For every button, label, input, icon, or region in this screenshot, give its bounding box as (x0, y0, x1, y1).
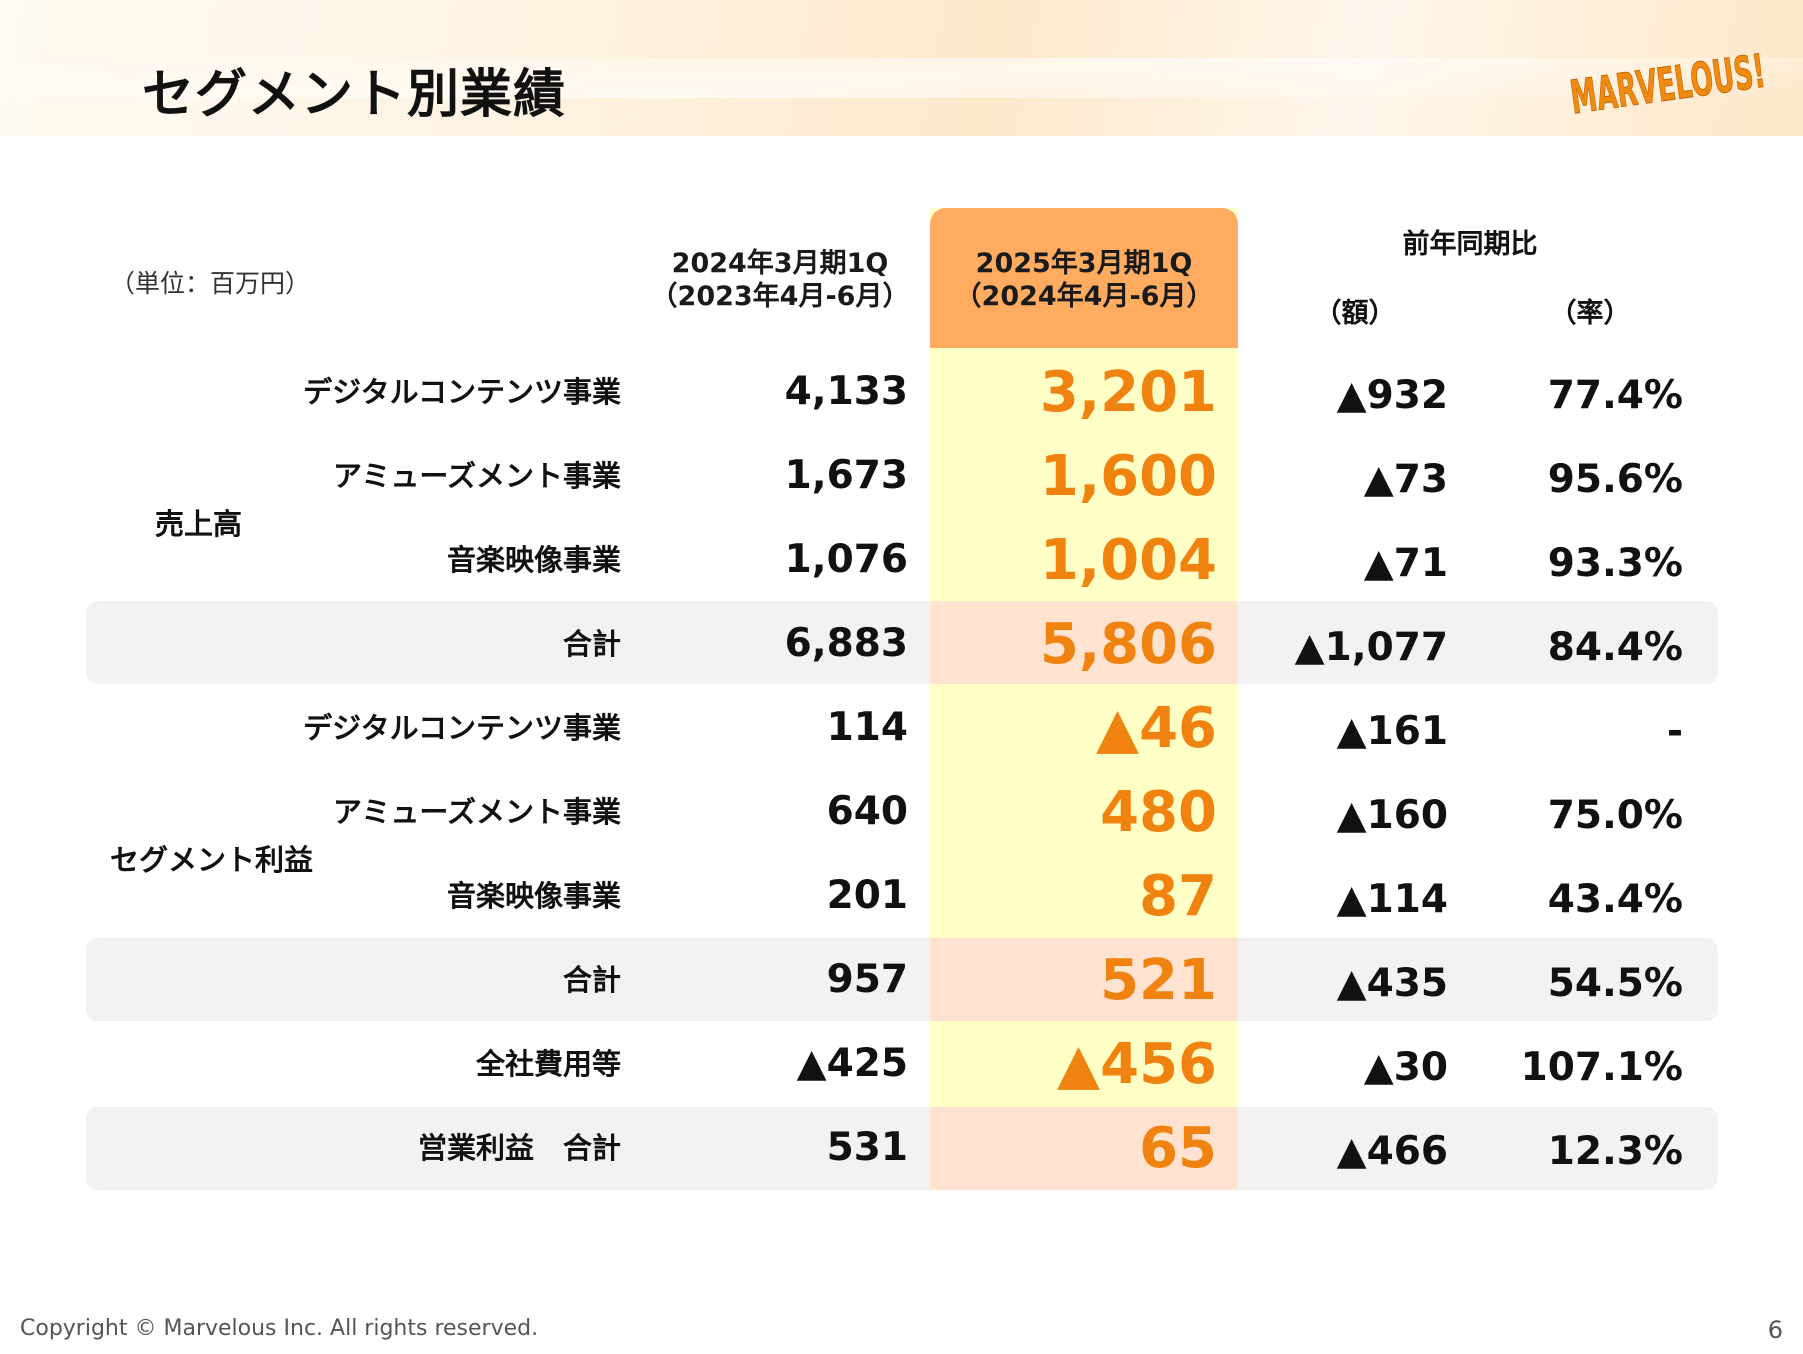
row-label: 合計 (562, 627, 621, 661)
prev-period-range: （2023年4月-6月） (650, 281, 910, 312)
operating-total-band (86, 1107, 1718, 1190)
page-title: セグメント別業績 (142, 65, 567, 125)
yoy-rate: - (1666, 709, 1683, 754)
logo-text: MARVELOUS! (1567, 44, 1769, 114)
yoy-rate: 95.6% (1547, 457, 1683, 502)
curr-value: ▲46 (1096, 696, 1217, 761)
header-band (0, 0, 1803, 136)
curr-value: 1,004 (1039, 528, 1217, 593)
yoy-rate-header: （率） (1549, 298, 1631, 329)
prev-value: 1,076 (784, 537, 908, 582)
row-label: 全社費用等 (475, 1047, 621, 1081)
curr-value: 65 (1139, 1116, 1217, 1181)
segment-total-band-highlight (930, 938, 1238, 1021)
yoy-rate: 54.5% (1547, 961, 1683, 1006)
yoy-amount: ▲161 (1336, 709, 1448, 754)
row-label: デジタルコンテンツ事業 (303, 711, 621, 745)
row-label: 音楽映像事業 (446, 879, 621, 913)
yoy-amount: ▲30 (1363, 1045, 1448, 1090)
row-label: 合計 (562, 963, 621, 997)
group-label-segment-profit: セグメント利益 (110, 843, 314, 877)
yoy-rate: 107.1% (1520, 1045, 1683, 1090)
table-row-total: 営業利益 合計 531 65 ▲466 12.3% (0, 1106, 1803, 1190)
yoy-header: 前年同期比 (1402, 229, 1538, 260)
prev-value: 114 (826, 705, 908, 750)
yoy-amount: ▲73 (1363, 457, 1448, 502)
yoy-rate: 43.4% (1547, 877, 1683, 922)
current-period-header-cell (930, 208, 1238, 348)
page-number: 6 (1767, 1316, 1783, 1344)
sales-total-band (86, 601, 1718, 684)
yoy-amount: ▲932 (1336, 373, 1448, 418)
curr-period-title: 2025年3月期1Q (975, 248, 1193, 279)
row-label: アミューズメント事業 (333, 459, 621, 493)
table-row-total: 合計 6,883 5,806 ▲1,077 84.4% (0, 602, 1803, 686)
yoy-amount: ▲160 (1336, 793, 1448, 838)
curr-value: 87 (1139, 864, 1217, 929)
yoy-amount: ▲71 (1363, 541, 1448, 586)
row-label: 音楽映像事業 (446, 543, 621, 577)
prev-value: ▲425 (796, 1041, 908, 1086)
table-row: 全社費用等 ▲425 ▲456 ▲30 107.1% (0, 1022, 1803, 1106)
yoy-rate: 84.4% (1547, 625, 1683, 670)
yoy-amount: ▲466 (1336, 1129, 1448, 1174)
prev-period-header: 2024年3月期1Q （2023年4月-6月） (640, 247, 920, 313)
prev-value: 4,133 (784, 369, 908, 414)
prev-value: 531 (826, 1125, 908, 1170)
table-row: アミューズメント事業 640 480 ▲160 75.0% (0, 770, 1803, 854)
prev-value: 957 (826, 957, 908, 1002)
table-row: 音楽映像事業 201 87 ▲114 43.4% (0, 854, 1803, 938)
yoy-amount: ▲114 (1336, 877, 1448, 922)
prev-value: 1,673 (784, 453, 908, 498)
yoy-rate: 12.3% (1547, 1129, 1683, 1174)
yoy-rate: 75.0% (1547, 793, 1683, 838)
unit-label: （単位：百万円） (110, 269, 311, 298)
prev-value: 6,883 (784, 621, 908, 666)
yoy-rate: 93.3% (1547, 541, 1683, 586)
copyright-text: Copyright © Marvelous Inc. All rights re… (20, 1316, 539, 1341)
segment-total-band (86, 938, 1718, 1021)
sales-total-band-highlight (930, 601, 1238, 684)
yoy-rate: 77.4% (1547, 373, 1683, 418)
table-row: アミューズメント事業 1,673 1,600 ▲73 95.6% (0, 434, 1803, 518)
curr-value: ▲456 (1057, 1032, 1217, 1097)
current-period-column (930, 208, 1238, 1190)
yoy-amount: ▲1,077 (1294, 625, 1448, 670)
operating-total-band-highlight (930, 1107, 1238, 1190)
row-label: 営業利益 合計 (417, 1131, 621, 1165)
curr-value: 521 (1100, 948, 1217, 1013)
curr-value: 480 (1100, 780, 1217, 845)
curr-period-range: （2024年4月-6月） (954, 281, 1214, 312)
row-label: アミューズメント事業 (333, 795, 621, 829)
table-row: デジタルコンテンツ事業 4,133 3,201 ▲932 77.4% (0, 350, 1803, 434)
curr-value: 1,600 (1039, 444, 1217, 509)
curr-value: 5,806 (1039, 612, 1217, 677)
prev-value: 201 (826, 873, 908, 918)
prev-value: 640 (826, 789, 908, 834)
yoy-amount: ▲435 (1336, 961, 1448, 1006)
yoy-amount-header: （額） (1314, 298, 1396, 329)
row-label: デジタルコンテンツ事業 (303, 375, 621, 409)
prev-period-title: 2024年3月期1Q (671, 248, 889, 279)
table-row: 音楽映像事業 1,076 1,004 ▲71 93.3% (0, 518, 1803, 602)
curr-value: 3,201 (1039, 360, 1217, 425)
group-label-sales: 売上高 (155, 507, 243, 541)
curr-period-header: 2025年3月期1Q （2024年4月-6月） (930, 247, 1238, 313)
marvelous-logo: MARVELOUS! (1566, 43, 1769, 114)
table-row: デジタルコンテンツ事業 114 ▲46 ▲161 - (0, 686, 1803, 770)
table-row-total: 合計 957 521 ▲435 54.5% (0, 938, 1803, 1022)
